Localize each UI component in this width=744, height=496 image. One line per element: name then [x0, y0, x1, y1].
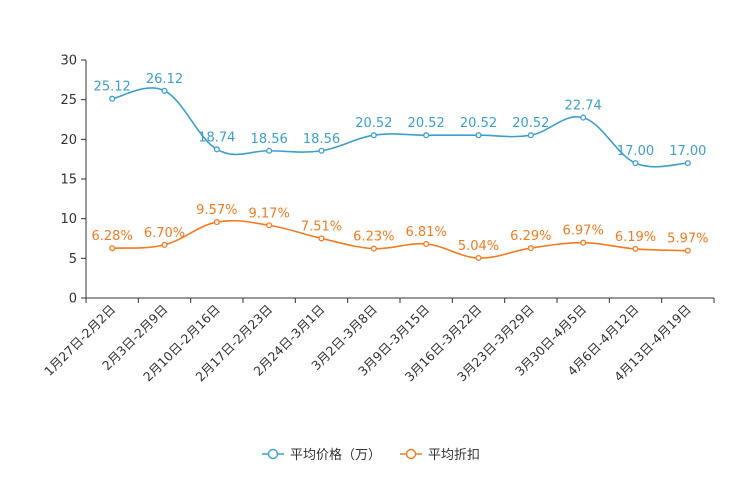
data-point[interactable] [580, 114, 587, 121]
y-tick-label: 15 [60, 173, 77, 188]
data-point[interactable] [527, 245, 534, 252]
data-point[interactable] [318, 235, 325, 242]
series-avg-price: 25.12 26.12 18.74 18.56 18.56 20.52 20.52 20.52… [94, 72, 706, 168]
data-point[interactable] [580, 239, 587, 246]
y-tick-label: 5 [69, 252, 77, 267]
data-label: 17.00 [617, 144, 654, 159]
legend-marker-icon [405, 448, 417, 460]
data-point[interactable] [632, 245, 639, 252]
data-label: 22.74 [565, 99, 602, 114]
data-point[interactable] [266, 147, 273, 154]
data-point[interactable] [213, 219, 220, 226]
data-label: 6.70% [144, 226, 185, 241]
data-point[interactable] [161, 241, 168, 248]
data-point[interactable] [213, 146, 220, 153]
y-tick-label: 0 [69, 292, 77, 307]
y-tick-label: 10 [60, 212, 77, 227]
data-point[interactable] [475, 132, 482, 139]
data-label: 6.29% [510, 229, 551, 244]
data-label: 18.74 [198, 130, 235, 145]
y-tick-label: 30 [60, 54, 77, 69]
axes [85, 60, 714, 299]
y-ticks: 0 5 10 15 20 25 30 [60, 54, 86, 307]
data-label: 18.56 [251, 132, 288, 147]
data-point[interactable] [109, 95, 116, 102]
data-label: 26.12 [146, 72, 183, 87]
data-label: 6.97% [563, 224, 604, 239]
series-line [111, 87, 688, 168]
y-tick-label: 20 [60, 133, 77, 148]
data-point[interactable] [423, 132, 430, 139]
data-label: 25.12 [94, 80, 131, 95]
data-label: 20.52 [408, 116, 445, 131]
data-point[interactable] [632, 160, 639, 167]
data-label: 7.51% [301, 219, 342, 234]
data-point[interactable] [684, 247, 691, 254]
legend-label: 平均价格（万） [290, 447, 381, 463]
data-label: 20.52 [460, 116, 497, 131]
data-label: 17.00 [669, 144, 706, 159]
data-point[interactable] [161, 87, 168, 94]
data-label: 9.17% [249, 206, 290, 221]
y-tick-label: 25 [60, 93, 77, 108]
data-point[interactable] [684, 160, 691, 167]
data-point[interactable] [527, 132, 534, 139]
data-label: 20.52 [355, 116, 392, 131]
x-ticks: 1月27日-2月2日2月3日-2月9日2月10日-2月16日2月17日-2月23… [41, 298, 715, 384]
data-label: 18.56 [303, 132, 340, 147]
legend-label: 平均折扣 [428, 448, 480, 463]
data-label: 6.23% [353, 230, 394, 245]
data-point[interactable] [370, 245, 377, 252]
legend-item-avg-price[interactable]: 平均价格（万） [262, 447, 381, 463]
data-label: 6.81% [406, 225, 447, 240]
legend-marker-icon [267, 448, 279, 460]
legend-item-avg-discount[interactable]: 平均折扣 [400, 448, 480, 463]
data-point[interactable] [370, 132, 377, 139]
legend[interactable]: 平均价格（万） 平均折扣 [262, 447, 480, 463]
data-label: 6.28% [92, 229, 133, 244]
series-line [112, 219, 688, 259]
data-label: 20.52 [512, 116, 549, 131]
data-label: 5.97% [667, 232, 708, 247]
data-point[interactable] [475, 254, 482, 262]
data-point[interactable] [109, 245, 116, 252]
data-point[interactable] [266, 222, 273, 229]
series-layer: 25.12 26.12 18.74 18.56 18.56 20.52 20.52 20.52… [92, 72, 708, 262]
series-avg-discount: 6.28% 6.70% 9.57% 9.17% 7.51% 6.23% 6.81% 5.04%… [92, 203, 708, 262]
data-point[interactable] [318, 147, 325, 154]
data-label: 5.04% [458, 239, 499, 254]
data-point[interactable] [423, 240, 430, 248]
data-label: 6.19% [615, 230, 656, 245]
data-label: 9.57% [196, 203, 237, 218]
